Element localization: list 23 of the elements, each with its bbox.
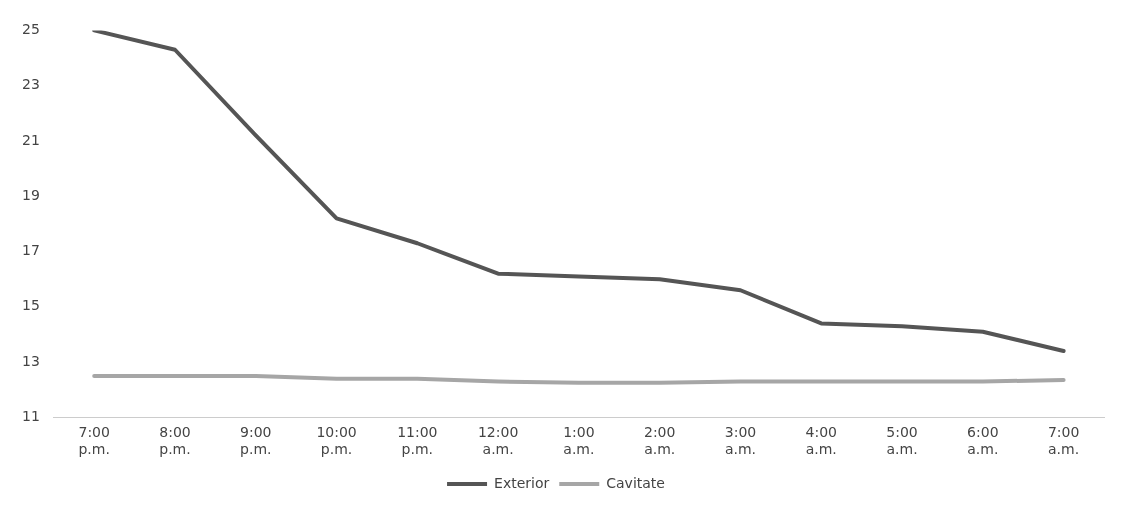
legend-label: Exterior — [494, 474, 550, 491]
x-tick-label: 7:00 p.m. — [78, 424, 110, 458]
y-tick-label: 11 — [21, 408, 40, 425]
y-tick-label: 15 — [21, 297, 40, 314]
y-tick-label: 13 — [21, 352, 40, 369]
y-tick-label: 21 — [21, 131, 40, 148]
y-tick-label: 23 — [21, 76, 40, 93]
legend-label: Cavitate — [606, 474, 665, 491]
x-tick-label: 11:00 p.m. — [397, 424, 438, 458]
y-tick-label: 25 — [21, 21, 40, 38]
x-tick-label: 5:00 a.m. — [886, 424, 918, 458]
y-tick-label: 19 — [21, 186, 40, 203]
x-tick-label: 10:00 p.m. — [316, 424, 357, 458]
x-tick-label: 8:00 p.m. — [159, 424, 191, 458]
x-tick-label: 7:00 a.m. — [1047, 424, 1080, 458]
x-tick-label: 12:00 a.m. — [477, 424, 519, 458]
x-tick-label: 4:00 a.m. — [805, 424, 837, 458]
x-tick-label: 3:00 a.m. — [724, 424, 757, 458]
x-tick-label: 9:00 p.m. — [240, 424, 272, 458]
x-tick-label: 1:00 a.m. — [563, 424, 595, 458]
x-tick-label: 6:00 a.m. — [967, 424, 999, 458]
y-tick-label: 17 — [21, 242, 40, 259]
x-tick-label: 2:00 a.m. — [643, 424, 676, 458]
